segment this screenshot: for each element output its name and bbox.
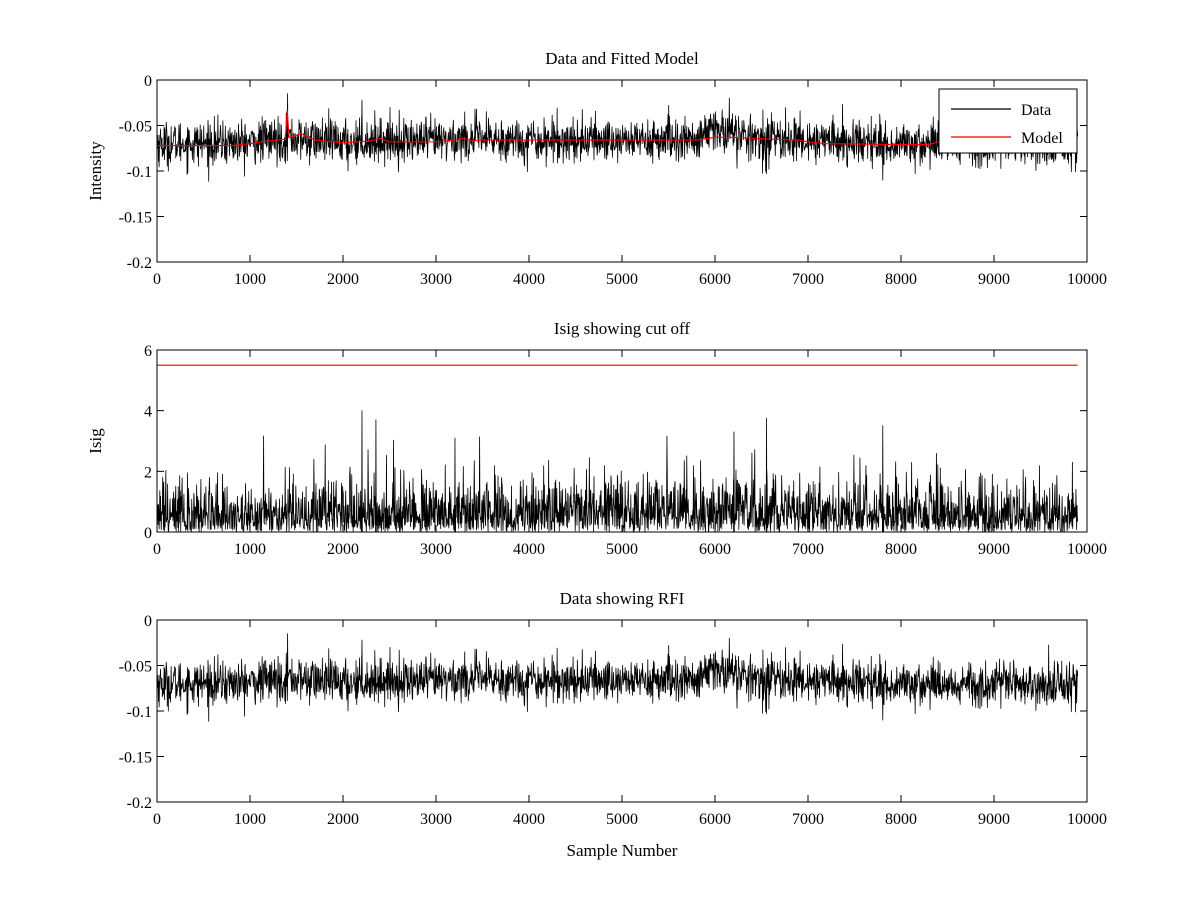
y-tick-label: 0: [144, 525, 152, 542]
y-tick-label: -0.15: [119, 210, 152, 227]
x-tick-label: 9000: [978, 541, 1010, 558]
x-tick-label: 9000: [978, 271, 1010, 288]
series-signal: [157, 410, 1079, 532]
x-axis-label: Sample Number: [567, 841, 678, 860]
x-tick-label: 0: [153, 811, 161, 828]
x-tick-label: 0: [153, 541, 161, 558]
y-tick-label: -0.1: [127, 164, 152, 181]
legend: Data Model: [938, 88, 1078, 154]
x-tick-label: 7000: [792, 541, 824, 558]
x-tick-label: 8000: [885, 811, 917, 828]
legend-entry: Model: [1021, 130, 1063, 147]
x-tick-label: 1000: [234, 811, 266, 828]
series-signal: [157, 633, 1079, 722]
series-data: [157, 93, 1079, 182]
chart-title: Data showing RFI: [560, 589, 685, 608]
chart-title: Isig showing cut off: [554, 319, 690, 338]
x-tick-label: 5000: [606, 271, 638, 288]
y-tick-label: -0.1: [127, 704, 152, 721]
x-tick-label: 9000: [978, 811, 1010, 828]
x-tick-label: 6000: [699, 271, 731, 288]
x-tick-label: 4000: [513, 271, 545, 288]
x-tick-label: 8000: [885, 271, 917, 288]
plot-area: [157, 93, 1079, 182]
x-tick-label: 6000: [699, 541, 731, 558]
axes-box: [156, 619, 1088, 803]
y-tick-label: -0.2: [127, 795, 152, 812]
x-tick-label: 8000: [885, 541, 917, 558]
y-tick-label: 6: [144, 343, 152, 360]
y-tick-label: 2: [144, 464, 152, 481]
chart-panel-2: 0 1000 2000 3000 4000 5000 6000 7000 8000 9000 100…: [86, 319, 1107, 558]
chart-panel-3: 0 1000 2000 3000 4000 5000 6000 7000 8000 9000 100…: [119, 589, 1107, 860]
x-tick-label: 2000: [327, 271, 359, 288]
x-tick-label: 7000: [792, 271, 824, 288]
x-tick-label: 1000: [234, 271, 266, 288]
legend-box: [938, 88, 1078, 154]
x-tick-label: 6000: [699, 811, 731, 828]
y-axis-label: Isig: [86, 428, 105, 454]
x-tick-label: 2000: [327, 811, 359, 828]
x-tick-label: 2000: [327, 541, 359, 558]
x-tick-label: 4000: [513, 811, 545, 828]
y-tick-label: 0: [144, 73, 152, 90]
x-tick-label: 10000: [1067, 811, 1107, 828]
y-tick-label: -0.05: [119, 659, 152, 676]
y-axis-label: Intensity: [86, 141, 105, 201]
x-tick-label: 7000: [792, 811, 824, 828]
x-tick-label: 4000: [513, 541, 545, 558]
x-tick-label: 10000: [1067, 271, 1107, 288]
y-tick-label: -0.05: [119, 119, 152, 136]
x-tick-label: 3000: [420, 541, 452, 558]
y-tick-label: -0.2: [127, 255, 152, 272]
series-model: [157, 109, 948, 147]
x-tick-label: 1000: [234, 541, 266, 558]
x-tick-label: 5000: [606, 541, 638, 558]
y-tick-label: 4: [144, 404, 152, 421]
plot-area: [157, 364, 1079, 532]
y-tick-label: -0.15: [119, 750, 152, 767]
x-tick-label: 3000: [420, 811, 452, 828]
y-tick-label: 0: [144, 613, 152, 630]
plot-area: [157, 633, 1079, 722]
x-tick-label: 3000: [420, 271, 452, 288]
legend-entry: Data: [1021, 102, 1051, 119]
x-tick-label: 10000: [1067, 541, 1107, 558]
x-tick-label: 5000: [606, 811, 638, 828]
x-tick-label: 0: [153, 271, 161, 288]
chart-title: Data and Fitted Model: [545, 49, 699, 68]
chart-panel-1: 0 1000 2000 3000 4000 5000 6000 7000 8000 9000 100…: [86, 49, 1107, 288]
